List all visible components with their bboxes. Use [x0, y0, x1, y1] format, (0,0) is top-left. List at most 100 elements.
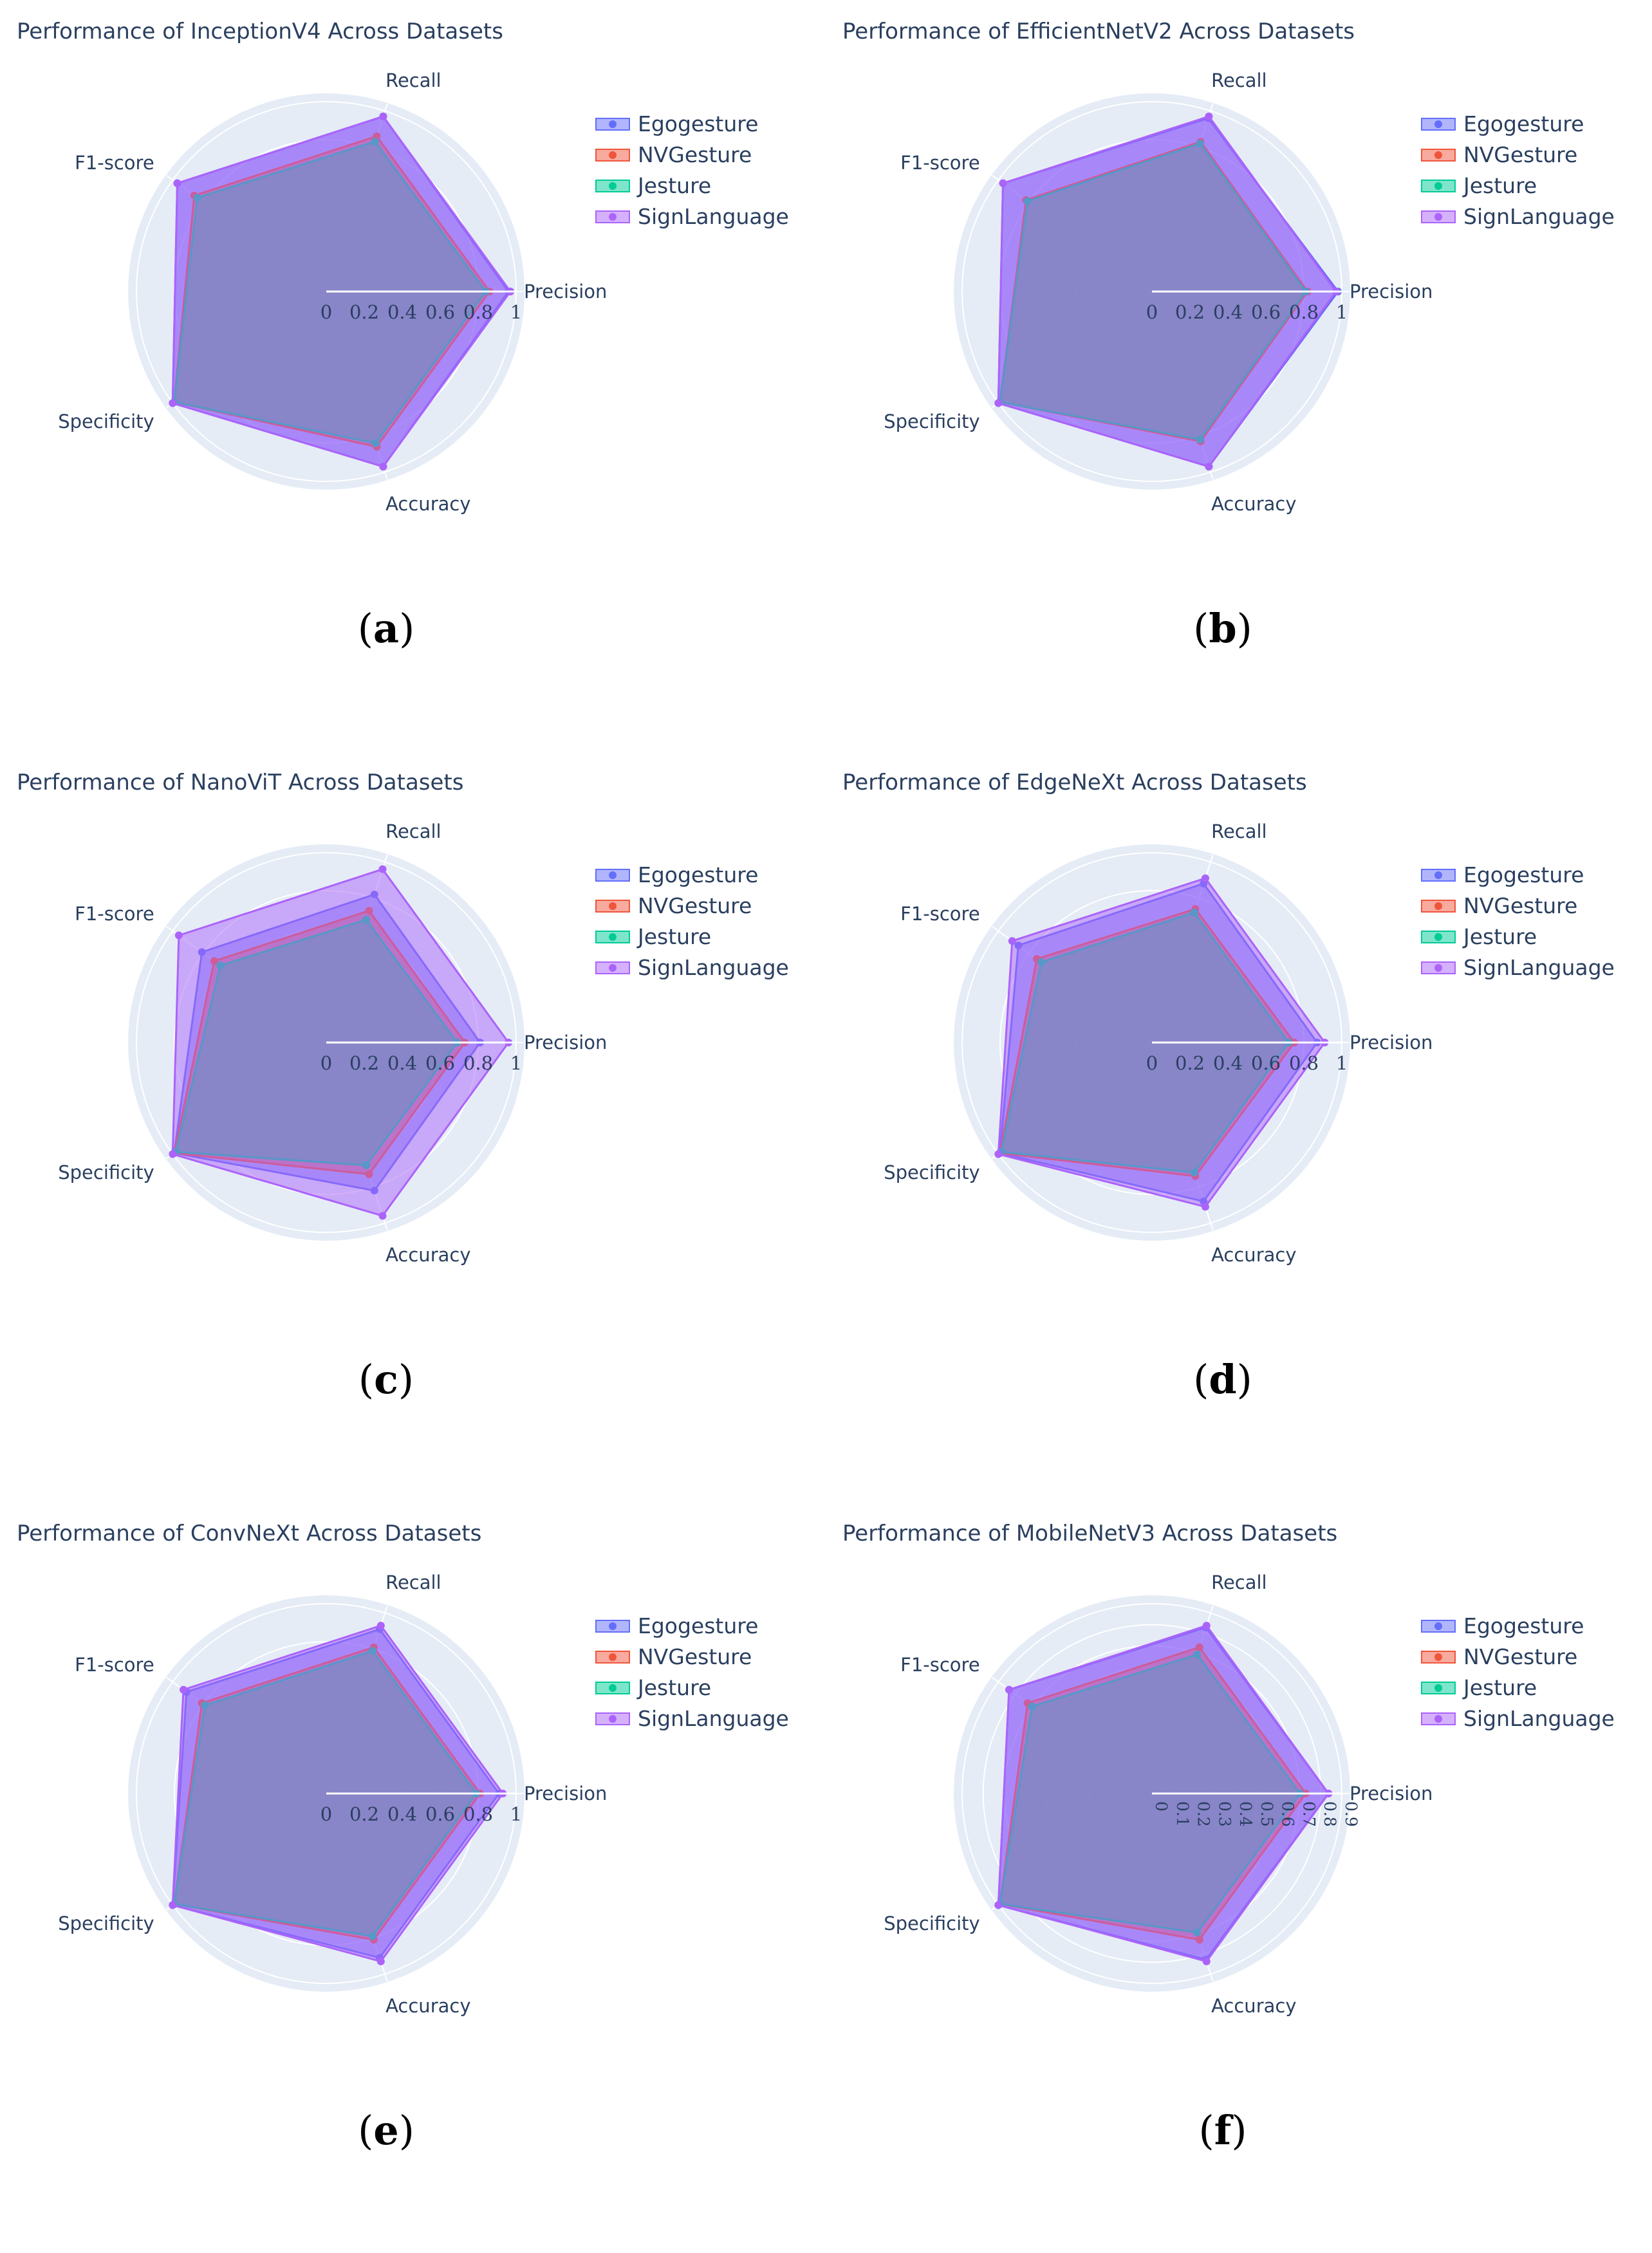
legend-item-jesture[interactable]: Jesture: [595, 1675, 711, 1700]
legend-item-nvgesture[interactable]: NVGesture: [595, 142, 752, 167]
legend-item-signlanguage[interactable]: SignLanguage: [1421, 1706, 1615, 1731]
legend-item-nvgesture[interactable]: NVGesture: [595, 1644, 752, 1669]
legend-item-jesture[interactable]: Jesture: [1421, 924, 1537, 949]
legend-label: Egogesture: [1463, 111, 1584, 136]
legend-item-nvgesture[interactable]: NVGesture: [1421, 893, 1577, 918]
legend-label: SignLanguage: [1463, 1706, 1615, 1731]
legend-item-jesture[interactable]: Jesture: [1421, 173, 1537, 198]
radial-tick-label: 0.4: [387, 1052, 417, 1074]
data-point-signlanguage: [379, 112, 387, 120]
data-point-signlanguage: [180, 1685, 188, 1694]
radial-tick-label: 0.2: [349, 301, 379, 323]
data-point-signlanguage: [174, 931, 183, 940]
data-point-signlanguage: [378, 1212, 387, 1220]
legend-item-nvgesture[interactable]: NVGesture: [1421, 1644, 1577, 1669]
legend-item-egogesture[interactable]: Egogesture: [595, 862, 758, 887]
data-point-signlanguage: [994, 1901, 1003, 1909]
legend-marker: [1434, 902, 1442, 910]
radar-chart: Performance of InceptionV4 Across Datase…: [17, 19, 789, 515]
legend-marker: [1434, 182, 1442, 190]
subfigure-label: (a): [357, 605, 415, 652]
axis-label-accuracy: Accuracy: [1211, 493, 1296, 515]
legend-marker: [1434, 213, 1442, 221]
subfigure-letter: a: [373, 605, 400, 652]
radial-tick-label: 1: [1336, 1052, 1348, 1074]
legend-label: SignLanguage: [1463, 955, 1615, 980]
chart-title: Performance of ConvNeXt Across Datasets: [17, 1521, 481, 1546]
legend-item-egogesture[interactable]: Egogesture: [1421, 1613, 1584, 1638]
legend-item-jesture[interactable]: Jesture: [595, 924, 711, 949]
radial-tick-label: 0.2: [1194, 1801, 1213, 1827]
axis-label-f1-score: F1-score: [75, 152, 154, 174]
legend-item-signlanguage[interactable]: SignLanguage: [1421, 955, 1615, 980]
legend-label: SignLanguage: [638, 1706, 789, 1731]
radar-chart: Performance of MobileNetV3 Across Datase…: [842, 1521, 1615, 2017]
radial-tick-label: 0.8: [463, 301, 493, 323]
legend-marker: [609, 964, 617, 972]
legend-item-nvgesture[interactable]: NVGesture: [595, 893, 752, 918]
radial-tick-label: 0.8: [1321, 1801, 1339, 1827]
legend-item-signlanguage[interactable]: SignLanguage: [595, 955, 789, 980]
legend-marker: [609, 1622, 617, 1630]
radial-tick-label: 0.6: [425, 1052, 455, 1074]
axis-label-specificity: Specificity: [884, 1162, 979, 1183]
radial-tick-label: 0.6: [1251, 301, 1281, 323]
subfigure-letter: e: [373, 2107, 399, 2154]
radial-tick-label: 0.6: [425, 301, 455, 323]
data-point-signlanguage: [1201, 1203, 1209, 1211]
legend-item-egogesture[interactable]: Egogesture: [1421, 111, 1584, 136]
radial-tick-label: 0.8: [1289, 1052, 1319, 1074]
legend-marker: [1434, 1684, 1442, 1692]
legend-label: NVGesture: [1463, 1644, 1577, 1669]
legend-label: Jesture: [636, 173, 711, 198]
legend-item-egogesture[interactable]: Egogesture: [595, 1613, 758, 1638]
legend-marker: [1434, 151, 1442, 159]
legend-item-signlanguage[interactable]: SignLanguage: [595, 1706, 789, 1731]
legend-marker: [609, 120, 617, 128]
axis-label-precision: Precision: [524, 1783, 607, 1804]
legend-label: Egogesture: [638, 862, 758, 887]
radial-tick-label: 0.4: [387, 1803, 417, 1825]
legend-marker: [609, 213, 617, 221]
axis-label-recall: Recall: [385, 70, 441, 91]
data-point-signlanguage: [1205, 112, 1213, 120]
legend-item-egogesture[interactable]: Egogesture: [595, 111, 758, 136]
legend-label: Jesture: [1462, 173, 1537, 198]
legend-item-jesture[interactable]: Jesture: [1421, 1675, 1537, 1700]
legend-marker: [609, 151, 617, 159]
legend-item-jesture[interactable]: Jesture: [595, 173, 711, 198]
radial-tick-label: 1: [510, 1803, 522, 1825]
data-point-signlanguage: [1201, 874, 1209, 882]
legend-item-nvgesture[interactable]: NVGesture: [1421, 142, 1577, 167]
data-point-signlanguage: [1202, 1957, 1211, 1965]
legend-marker: [1434, 1715, 1442, 1723]
axis-label-recall: Recall: [1211, 821, 1267, 842]
radar-chart-panel: Performance of EdgeNeXt Across Datasets 0…: [826, 751, 1651, 1502]
axis-label-recall: Recall: [1211, 1572, 1267, 1593]
legend-label: SignLanguage: [638, 204, 789, 229]
radial-tick-label: 0: [1146, 1052, 1158, 1074]
legend-item-signlanguage[interactable]: SignLanguage: [595, 204, 789, 229]
legend-label: Egogesture: [638, 1613, 758, 1638]
legend-marker: [609, 1715, 617, 1723]
legend-item-egogesture[interactable]: Egogesture: [1421, 862, 1584, 887]
radial-tick-label: 1: [510, 301, 522, 323]
radial-tick-label: 0.5: [1258, 1801, 1276, 1827]
radial-tick-label: 0.4: [1213, 1052, 1243, 1074]
axis-label-precision: Precision: [1350, 1032, 1433, 1053]
axis-label-specificity: Specificity: [884, 411, 979, 432]
axis-label-accuracy: Accuracy: [385, 493, 470, 515]
chart-title: Performance of NanoViT Across Datasets: [17, 770, 463, 795]
axis-label-precision: Precision: [524, 281, 607, 302]
radial-tick-label: 0.2: [1175, 1052, 1205, 1074]
legend-label: SignLanguage: [1463, 204, 1615, 229]
subfigure-letter: b: [1209, 605, 1237, 652]
axis-label-f1-score: F1-score: [75, 1654, 154, 1676]
data-point-signlanguage: [1202, 1622, 1211, 1630]
radar-chart-panel: Performance of ConvNeXt Across Datasets 0…: [0, 1502, 826, 2253]
axis-label-f1-score: F1-score: [75, 903, 154, 925]
data-point-signlanguage: [169, 1901, 177, 1909]
legend-label: Jesture: [636, 1675, 711, 1700]
legend-item-signlanguage[interactable]: SignLanguage: [1421, 204, 1615, 229]
